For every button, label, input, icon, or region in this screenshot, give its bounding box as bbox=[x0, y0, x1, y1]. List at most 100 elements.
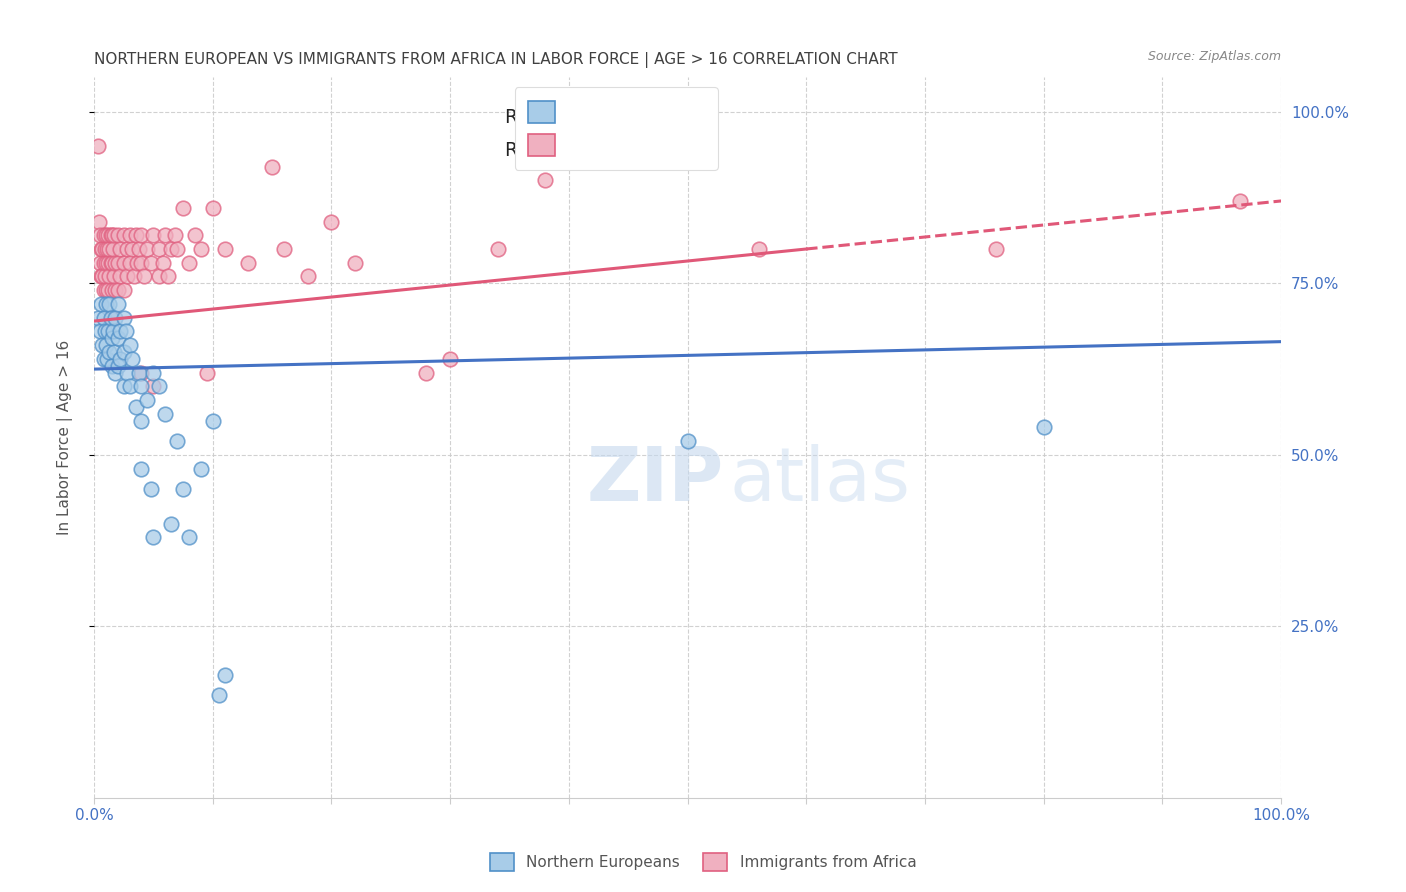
Point bbox=[131, 228, 153, 243]
Point bbox=[156, 269, 179, 284]
Point bbox=[90, 269, 112, 284]
Point bbox=[98, 297, 121, 311]
Point bbox=[112, 310, 135, 325]
Point bbox=[93, 351, 115, 366]
Point bbox=[172, 201, 194, 215]
Point bbox=[155, 407, 177, 421]
Text: 0.061: 0.061 bbox=[540, 108, 599, 127]
Point bbox=[86, 310, 108, 325]
Point bbox=[93, 283, 115, 297]
Point bbox=[101, 228, 124, 243]
Point bbox=[177, 256, 200, 270]
Point bbox=[214, 242, 236, 256]
Point bbox=[101, 242, 124, 256]
Text: R =: R = bbox=[505, 141, 546, 160]
Point bbox=[112, 228, 135, 243]
Point bbox=[89, 256, 111, 270]
Point bbox=[124, 228, 146, 243]
Point bbox=[155, 228, 177, 243]
Point bbox=[98, 269, 121, 284]
Text: 54: 54 bbox=[654, 108, 681, 127]
Point bbox=[148, 379, 170, 393]
Point bbox=[142, 530, 165, 544]
Point bbox=[107, 359, 129, 373]
Point bbox=[91, 269, 114, 284]
Text: NORTHERN EUROPEAN VS IMMIGRANTS FROM AFRICA IN LABOR FORCE | AGE > 16 CORRELATIO: NORTHERN EUROPEAN VS IMMIGRANTS FROM AFR… bbox=[94, 52, 897, 68]
Point bbox=[107, 331, 129, 345]
Point bbox=[93, 310, 115, 325]
Point bbox=[94, 338, 117, 352]
Point bbox=[101, 283, 124, 297]
Point bbox=[195, 366, 218, 380]
Point bbox=[112, 345, 135, 359]
Point bbox=[94, 228, 117, 243]
Point bbox=[160, 242, 183, 256]
Point bbox=[107, 256, 129, 270]
Point bbox=[131, 414, 153, 428]
Point bbox=[118, 338, 141, 352]
Point bbox=[142, 366, 165, 380]
Point bbox=[117, 269, 139, 284]
Point bbox=[201, 414, 224, 428]
Point bbox=[748, 242, 770, 256]
Point bbox=[112, 283, 135, 297]
Point bbox=[1032, 420, 1054, 434]
Point bbox=[1229, 194, 1251, 208]
Point bbox=[121, 242, 143, 256]
Point bbox=[986, 242, 1008, 256]
Text: 88: 88 bbox=[654, 141, 681, 160]
Point bbox=[534, 173, 557, 187]
Point bbox=[262, 160, 284, 174]
Point bbox=[94, 256, 117, 270]
Point bbox=[101, 256, 124, 270]
Point bbox=[96, 351, 118, 366]
Text: N =: N = bbox=[607, 141, 662, 160]
Point bbox=[184, 228, 207, 243]
Point bbox=[107, 297, 129, 311]
Point bbox=[91, 242, 114, 256]
Point bbox=[415, 366, 437, 380]
Point bbox=[101, 324, 124, 338]
Point bbox=[108, 242, 131, 256]
Point bbox=[89, 324, 111, 338]
Point bbox=[108, 269, 131, 284]
Point bbox=[87, 214, 110, 228]
Point bbox=[90, 242, 112, 256]
Point bbox=[112, 379, 135, 393]
Text: 0.231: 0.231 bbox=[540, 141, 599, 160]
Point bbox=[208, 688, 231, 702]
Point bbox=[100, 228, 122, 243]
Point bbox=[166, 434, 188, 449]
Point bbox=[214, 667, 236, 681]
Point bbox=[128, 242, 150, 256]
Point bbox=[93, 256, 115, 270]
Point bbox=[132, 269, 155, 284]
Point bbox=[118, 379, 141, 393]
Point bbox=[136, 242, 159, 256]
Point bbox=[124, 269, 146, 284]
Point bbox=[97, 283, 120, 297]
Point bbox=[93, 324, 115, 338]
Point bbox=[108, 351, 131, 366]
Point bbox=[103, 228, 125, 243]
Point bbox=[97, 324, 120, 338]
Text: N =: N = bbox=[607, 108, 662, 127]
Point bbox=[166, 242, 188, 256]
Point bbox=[94, 283, 117, 297]
Point bbox=[117, 366, 139, 380]
Point bbox=[139, 256, 162, 270]
Point bbox=[100, 256, 122, 270]
Point bbox=[104, 256, 127, 270]
Point bbox=[238, 256, 260, 270]
Point bbox=[112, 256, 135, 270]
Point bbox=[142, 228, 165, 243]
Point bbox=[128, 366, 150, 380]
Point bbox=[344, 256, 367, 270]
Point bbox=[93, 228, 115, 243]
Point bbox=[190, 242, 212, 256]
Point bbox=[108, 324, 131, 338]
Point bbox=[103, 345, 125, 359]
Point bbox=[273, 242, 295, 256]
Text: ZIP: ZIP bbox=[586, 444, 724, 517]
Point bbox=[104, 283, 127, 297]
